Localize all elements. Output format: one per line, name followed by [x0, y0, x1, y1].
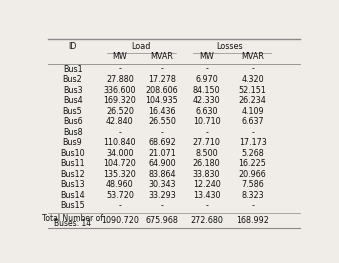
Text: 83.864: 83.864: [148, 170, 176, 179]
Text: -: -: [118, 64, 121, 74]
Text: 27.710: 27.710: [193, 138, 220, 147]
Text: Bus9: Bus9: [63, 138, 82, 147]
Text: 42.840: 42.840: [106, 117, 134, 126]
Text: 52.151: 52.151: [239, 86, 266, 95]
Text: Bus5: Bus5: [63, 107, 82, 116]
Text: 110.840: 110.840: [104, 138, 136, 147]
Text: 675.968: 675.968: [145, 216, 178, 225]
Text: 64.900: 64.900: [148, 159, 176, 168]
Text: -: -: [160, 64, 163, 74]
Text: 26.180: 26.180: [193, 159, 220, 168]
Text: 42.330: 42.330: [193, 96, 220, 105]
Text: Losses: Losses: [216, 42, 243, 51]
Text: 20.966: 20.966: [239, 170, 266, 179]
Text: Bus11: Bus11: [60, 159, 85, 168]
Text: 104.935: 104.935: [145, 96, 178, 105]
Text: 48.960: 48.960: [106, 180, 134, 189]
Text: 4.320: 4.320: [241, 75, 264, 84]
Text: Bus3: Bus3: [63, 86, 82, 95]
Text: -: -: [160, 201, 163, 210]
Text: 13.430: 13.430: [193, 191, 220, 200]
Text: 1090.720: 1090.720: [101, 216, 139, 225]
Text: -: -: [205, 64, 208, 74]
Text: MW: MW: [199, 52, 214, 61]
Text: -: -: [251, 128, 254, 137]
Text: 8.323: 8.323: [241, 191, 264, 200]
Text: -: -: [251, 64, 254, 74]
Text: 272.680: 272.680: [190, 216, 223, 225]
Text: -: -: [205, 128, 208, 137]
Text: 7.586: 7.586: [241, 180, 264, 189]
Text: Bus14: Bus14: [60, 191, 85, 200]
Text: -: -: [251, 201, 254, 210]
Text: Bus8: Bus8: [63, 128, 82, 137]
Text: 26.234: 26.234: [239, 96, 266, 105]
Text: MVAR: MVAR: [151, 52, 173, 61]
Text: ID: ID: [68, 42, 77, 51]
Text: -: -: [118, 128, 121, 137]
Text: 168.992: 168.992: [236, 216, 269, 225]
Text: 208.606: 208.606: [146, 86, 178, 95]
Text: 6.637: 6.637: [241, 117, 264, 126]
Text: Bus12: Bus12: [60, 170, 85, 179]
Text: Bus1: Bus1: [63, 64, 82, 74]
Text: 6.970: 6.970: [195, 75, 218, 84]
Text: 135.320: 135.320: [103, 170, 136, 179]
Text: 8.500: 8.500: [195, 149, 218, 158]
Text: 16.436: 16.436: [148, 107, 176, 116]
Text: 4.109: 4.109: [241, 107, 264, 116]
Text: 12.240: 12.240: [193, 180, 220, 189]
Text: -: -: [118, 201, 121, 210]
Text: 21.071: 21.071: [148, 149, 176, 158]
Text: 53.720: 53.720: [106, 191, 134, 200]
Text: Load: Load: [131, 42, 151, 51]
Text: Bus6: Bus6: [63, 117, 82, 126]
Text: 68.692: 68.692: [148, 138, 176, 147]
Text: 33.830: 33.830: [193, 170, 220, 179]
Text: 16.225: 16.225: [239, 159, 266, 168]
Text: Total Number of: Total Number of: [42, 214, 103, 223]
Text: 27.880: 27.880: [106, 75, 134, 84]
Text: 84.150: 84.150: [193, 86, 220, 95]
Text: 336.600: 336.600: [104, 86, 136, 95]
Text: 26.550: 26.550: [148, 117, 176, 126]
Text: MW: MW: [113, 52, 127, 61]
Text: Bus4: Bus4: [63, 96, 82, 105]
Text: 17.173: 17.173: [239, 138, 266, 147]
Text: Bus15: Bus15: [60, 201, 85, 210]
Text: 10.710: 10.710: [193, 117, 220, 126]
Text: 169.320: 169.320: [103, 96, 136, 105]
Text: 6.630: 6.630: [195, 107, 218, 116]
Text: Bus10: Bus10: [60, 149, 85, 158]
Text: 33.293: 33.293: [148, 191, 176, 200]
Text: 34.000: 34.000: [106, 149, 134, 158]
Text: Bus2: Bus2: [63, 75, 82, 84]
Text: 30.343: 30.343: [148, 180, 176, 189]
Text: 26.520: 26.520: [106, 107, 134, 116]
Text: -: -: [205, 201, 208, 210]
Text: Buses: 14: Buses: 14: [54, 219, 91, 228]
Text: 104.720: 104.720: [103, 159, 136, 168]
Text: 5.268: 5.268: [241, 149, 264, 158]
Text: MVAR: MVAR: [241, 52, 264, 61]
Text: -: -: [160, 128, 163, 137]
Text: Bus13: Bus13: [60, 180, 85, 189]
Text: 17.278: 17.278: [148, 75, 176, 84]
